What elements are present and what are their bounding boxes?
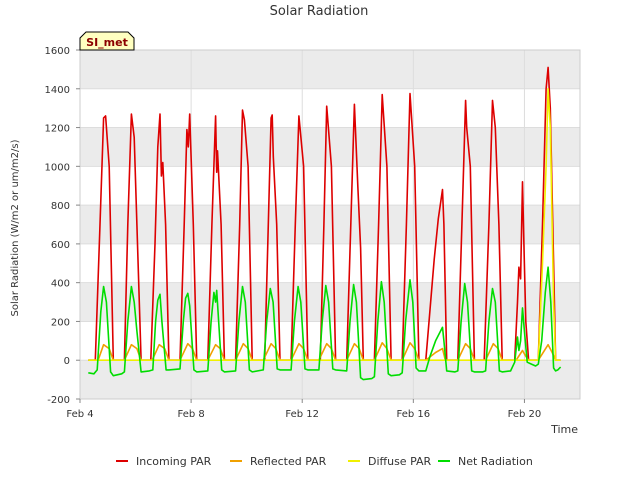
site-badge-shape [79,31,135,51]
y-tick-label: 1600 [45,46,70,57]
plot-frame [79,49,581,400]
x-tick-label: Feb 20 [508,409,542,420]
y-axis-label: Solar Radiation (W/m2 or um/m2/s) [10,139,21,316]
site-badge-label: SI_met [86,36,128,49]
background-band [80,205,580,244]
series-line-diffuse [88,88,561,361]
y-tick-label: 1200 [45,124,70,135]
y-tick-label: 1400 [45,85,70,96]
x-tick-label: Feb 12 [285,409,319,420]
x-tick-label: Feb 16 [397,409,431,420]
site-badge: SI_met [79,31,135,51]
series-line-net [88,266,562,381]
background-band [80,50,580,89]
chart-legend: Incoming PAR Reflected PAR Diffuse PAR Net … [116,455,533,468]
x-tick-label: Feb 8 [177,409,204,420]
y-tick-label: 200 [51,317,70,328]
chart-title: Solar Radiation [270,4,369,19]
data-series [88,66,562,381]
series-line-reflected [88,342,561,361]
y-tick-label: 0 [64,356,70,367]
y-tick-label: 600 [51,240,70,251]
legend-label-reflected: Reflected PAR [250,455,327,468]
background-band [80,360,580,399]
legend-label-incoming: Incoming PAR [136,455,212,468]
x-tick-label: Feb 4 [66,409,93,420]
y-tick-label: -200 [47,395,70,406]
y-tick-label: 1000 [45,162,70,173]
y-tick-label: 800 [51,201,70,212]
y-axis-ticks: -200 0 200 400 600 800 1000 1200 1400 1600 [45,46,80,406]
y-tick-label: 400 [51,279,70,290]
x-axis-ticks: Feb 4 Feb 8 Feb 12 Feb 16 Feb 20 [66,399,541,420]
x-axis-label: Time [550,423,578,436]
legend-label-net: Net Radiation [458,455,533,468]
legend-label-diffuse: Diffuse PAR [368,455,432,468]
series-line-incoming [88,66,561,361]
